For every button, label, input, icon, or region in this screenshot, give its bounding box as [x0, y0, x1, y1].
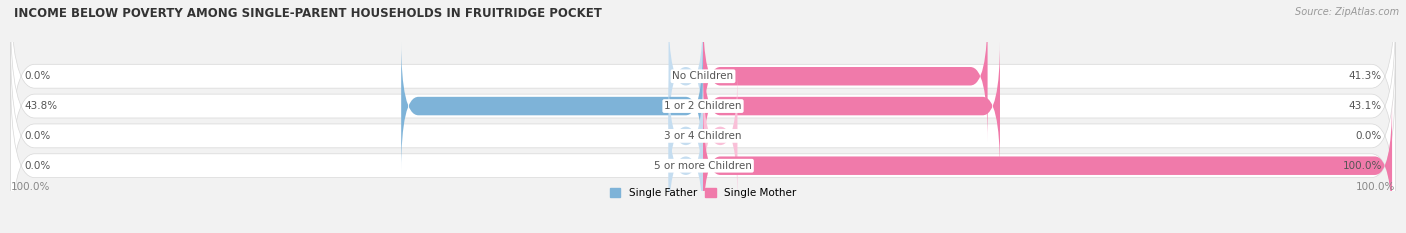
Text: No Children: No Children — [672, 71, 734, 81]
Legend: Single Father, Single Mother: Single Father, Single Mother — [610, 188, 796, 198]
Text: 0.0%: 0.0% — [24, 71, 51, 81]
Text: 41.3%: 41.3% — [1348, 71, 1382, 81]
FancyBboxPatch shape — [703, 11, 987, 142]
Text: 0.0%: 0.0% — [1355, 131, 1382, 141]
Text: 1 or 2 Children: 1 or 2 Children — [664, 101, 742, 111]
Text: 5 or more Children: 5 or more Children — [654, 161, 752, 171]
Text: 43.8%: 43.8% — [24, 101, 58, 111]
Text: 100.0%: 100.0% — [1357, 182, 1396, 192]
FancyBboxPatch shape — [10, 73, 1396, 233]
Text: 0.0%: 0.0% — [24, 161, 51, 171]
FancyBboxPatch shape — [10, 43, 1396, 228]
FancyBboxPatch shape — [10, 0, 1396, 169]
Text: INCOME BELOW POVERTY AMONG SINGLE-PARENT HOUSEHOLDS IN FRUITRIDGE POCKET: INCOME BELOW POVERTY AMONG SINGLE-PARENT… — [14, 7, 602, 20]
FancyBboxPatch shape — [703, 71, 738, 201]
FancyBboxPatch shape — [668, 11, 703, 142]
Text: 3 or 4 Children: 3 or 4 Children — [664, 131, 742, 141]
FancyBboxPatch shape — [668, 100, 703, 231]
Text: 43.1%: 43.1% — [1348, 101, 1382, 111]
FancyBboxPatch shape — [668, 71, 703, 201]
FancyBboxPatch shape — [703, 41, 1000, 171]
Text: 0.0%: 0.0% — [24, 131, 51, 141]
FancyBboxPatch shape — [10, 14, 1396, 199]
Text: 100.0%: 100.0% — [10, 182, 49, 192]
Text: Source: ZipAtlas.com: Source: ZipAtlas.com — [1295, 7, 1399, 17]
FancyBboxPatch shape — [703, 100, 1392, 231]
Text: 100.0%: 100.0% — [1343, 161, 1382, 171]
FancyBboxPatch shape — [401, 41, 703, 171]
